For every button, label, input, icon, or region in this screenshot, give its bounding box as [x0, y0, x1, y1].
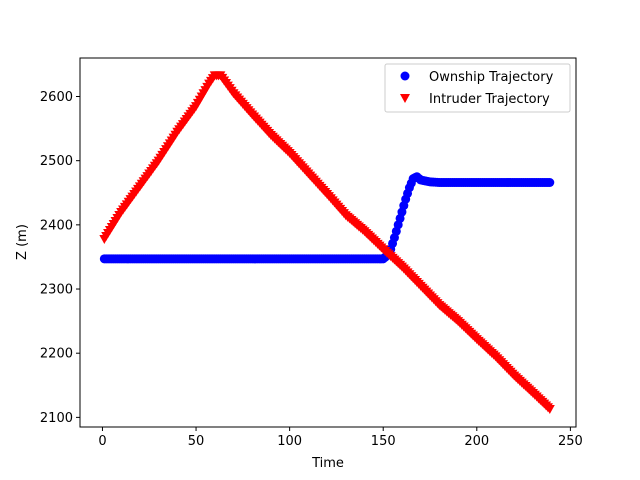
y-axis-label: Z (m) [15, 224, 30, 260]
x-axis-label: Time [311, 456, 344, 471]
y-tick-label: 2300 [40, 283, 73, 298]
x-tick-label: 200 [464, 434, 489, 449]
plot-frame [79, 57, 577, 428]
y-tick-label: 2100 [40, 411, 73, 426]
legend-label: Ownship Trajectory [429, 70, 554, 85]
x-tick-label: 100 [277, 434, 302, 449]
y-tick-label: 2500 [40, 154, 73, 169]
ownship-point [545, 177, 555, 187]
x-tick-label: 150 [371, 434, 396, 449]
legend: Ownship Trajectory Intruder Trajectory [384, 63, 571, 113]
x-tick-label: 250 [558, 434, 583, 449]
legend-marker-intruder [400, 94, 410, 103]
x-axis-ticks: 0 50 100 150 200 250 [98, 427, 583, 449]
series-layer [99, 71, 555, 415]
x-tick-label: 50 [188, 434, 205, 449]
legend-marker-ownship [400, 71, 410, 81]
y-axis-ticks: 2100 2200 2300 2400 2500 2600 [40, 90, 80, 426]
y-tick-label: 2400 [40, 218, 73, 233]
x-tick-label: 0 [98, 434, 106, 449]
y-tick-label: 2200 [40, 347, 73, 362]
intruder-point [544, 405, 555, 415]
y-tick-label: 2600 [40, 90, 73, 105]
series-ownship [99, 172, 555, 264]
legend-box [384, 63, 571, 113]
series-intruder [99, 71, 555, 415]
legend-label: Intruder Trajectory [429, 92, 550, 107]
